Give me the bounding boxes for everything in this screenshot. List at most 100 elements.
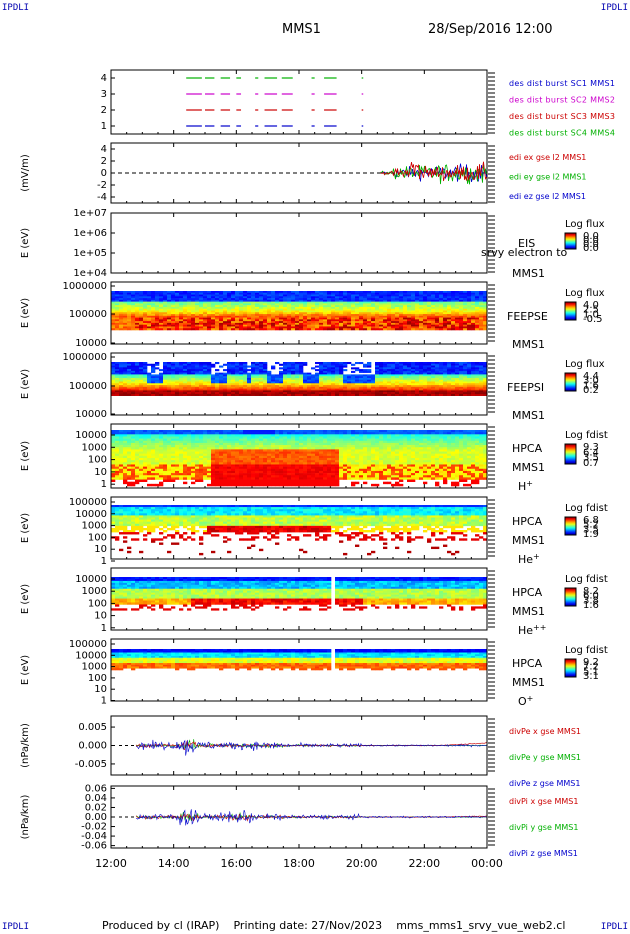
ytick-label-divpi-4: -0.02 — [81, 822, 107, 833]
ytick-label-hpca-h-2: 100 — [88, 455, 107, 466]
ylabel-feepse: E (eV) — [20, 298, 31, 328]
xtick-label-0: 12:00 — [95, 857, 127, 870]
ylabel-hpca-he: E (eV) — [20, 513, 31, 543]
ytick-label-hpca-he-5: 1 — [101, 556, 107, 567]
colorbar-hpca-h — [564, 443, 577, 465]
legend-divpe-0: divPe x gse MMS1 — [509, 727, 581, 736]
legend-divpi-0: divPi x gse MMS1 — [509, 797, 578, 806]
colorbar-tick-hpca-o-1: 7.2 — [583, 662, 599, 673]
legend-burst-1: des dist burst SC2 MMS2 — [509, 96, 615, 105]
series-line-edi-0 — [380, 161, 487, 182]
ytick-label-feepsi-0: 1000000 — [62, 352, 107, 363]
colorbar-tick-hpca-hepp-1: 6.0 — [583, 591, 599, 602]
colorbar-title-feepsi: Log flux — [565, 359, 605, 370]
ytick-label-hpca-o-5: 1 — [101, 696, 107, 707]
ytick-label-eis-2: 1e+05 — [73, 248, 107, 259]
ytick-label-hpca-hepp-2: 100 — [88, 598, 107, 609]
series-line-divpe-0 — [135, 739, 487, 751]
panel-border-hpca-o — [110, 638, 488, 702]
spectrogram-hpca-o — [111, 649, 488, 671]
species-label-hpca-hepp: He++ — [518, 623, 546, 638]
legend-edi-0: edi ex gse l2 MMS1 — [509, 153, 586, 162]
corner-mark-br: IPDLI — [600, 922, 628, 932]
species-label-hpca-h: H+ — [518, 479, 533, 494]
colorbar-tick-hpca-h-0: 9.3 — [583, 442, 599, 453]
ytick-label-hpca-o-2: 1000 — [82, 662, 107, 673]
footer-printing-date: Printing date: 27/Nov/2023 — [233, 919, 383, 932]
ytick-label-eis-1: 1e+06 — [73, 228, 107, 239]
ytick-label-feepse-0: 1000000 — [62, 281, 107, 292]
legend-divpe-2: divPe z gse MMS1 — [509, 779, 580, 788]
spacecraft-title: MMS1 — [282, 22, 321, 37]
colorbar-tick-hpca-hepp-2: 3.8 — [583, 595, 599, 606]
colorbar-title-eis: Log flux — [565, 219, 605, 230]
colorbar-title-hpca-hepp: Log fdist — [565, 574, 608, 585]
ytick-label-burst-3: 1 — [101, 121, 107, 132]
corner-mark-bl: IPDLI — [2, 922, 30, 932]
ylabel-feepsi: E (eV) — [20, 369, 31, 399]
species-label-hpca-he: He+ — [518, 552, 540, 567]
ytick-label-hpca-hepp-3: 10 — [94, 611, 107, 622]
colorbar-title-hpca-h: Log fdist — [565, 430, 608, 441]
ytick-label-divpi-3: 0.00 — [85, 812, 107, 823]
ytick-label-divpe-0: 0.005 — [78, 722, 107, 733]
corner-mark-tl: IPDLI — [2, 3, 30, 13]
xtick-label-1: 14:00 — [158, 857, 190, 870]
panel-border-hpca-he — [110, 496, 488, 560]
ytick-label-hpca-o-3: 100 — [88, 673, 107, 684]
ylabel-hpca-hepp: E (eV) — [20, 584, 31, 614]
ytick-label-divpi-2: 0.02 — [85, 802, 107, 813]
ytick-label-burst-0: 4 — [101, 73, 107, 84]
spectrogram-hpca-h — [111, 430, 488, 487]
ytick-label-hpca-he-2: 1000 — [82, 521, 107, 532]
colorbar-tick-hpca-h-3: 0.7 — [583, 458, 599, 469]
colorbar-tick-hpca-he-2: 3.5 — [583, 524, 599, 535]
corner-mark-tr: IPDLI — [600, 3, 628, 13]
xtick-label-6: 00:00 — [471, 857, 503, 870]
ytick-label-divpi-5: -0.04 — [81, 831, 107, 842]
ytick-label-eis-3: 1e+04 — [73, 268, 107, 279]
ytick-label-hpca-h-3: 10 — [94, 467, 107, 478]
legend-burst-0: des dist burst SC1 MMS1 — [509, 79, 615, 88]
ytick-label-edi-3: -2 — [97, 180, 107, 191]
ytick-label-hpca-he-3: 100 — [88, 532, 107, 543]
spacecraft-label-hpca-o: MMS1 — [512, 676, 545, 689]
panel-frame-eis — [110, 212, 488, 274]
legend-edi-1: edi ey gse l2 MMS1 — [509, 173, 587, 182]
spectrogram-hpca-hepp — [111, 577, 488, 611]
colorbar-tick-eis-0: 0.0 — [583, 231, 599, 242]
colorbar-tick-hpca-o-3: 3.1 — [583, 671, 599, 682]
xtick-label-4: 20:00 — [346, 857, 378, 870]
overlay-text-eis: srvy electron to — [481, 246, 568, 259]
xtick-label-3: 18:00 — [283, 857, 315, 870]
colorbar-feepsi — [564, 372, 577, 392]
ytick-label-feepsi-1: 100000 — [69, 381, 107, 392]
footer-filename: mms_mms1_srvy_vue_web2.cl — [396, 919, 566, 932]
species-label-hpca-o: O+ — [518, 694, 533, 709]
colorbar-tick-eis-2: 0.0 — [583, 239, 599, 250]
ytick-label-edi-0: 4 — [101, 144, 107, 155]
ylabel-hpca-o: E (eV) — [20, 655, 31, 685]
colorbar-tick-eis-3: 0.0 — [583, 243, 599, 254]
colorbar-tick-feepse-2: 1.0 — [583, 309, 599, 320]
ytick-label-edi-2: 0 — [101, 168, 107, 179]
ytick-label-hpca-he-0: 100000 — [69, 497, 107, 508]
spacecraft-label-feepsi: MMS1 — [512, 409, 545, 422]
spectrogram-feepse — [111, 291, 488, 331]
panel-border-feepsi — [110, 352, 488, 416]
ytick-label-hpca-hepp-0: 10000 — [75, 574, 107, 585]
ytick-label-hpca-hepp-1: 1000 — [82, 586, 107, 597]
instrument-label-hpca-h: HPCA — [512, 442, 543, 455]
legend-burst-3: des dist burst SC4 MMS4 — [509, 129, 615, 138]
colorbar-hpca-he — [564, 516, 577, 536]
ytick-label-feepse-1: 100000 — [69, 309, 107, 320]
colorbar-tick-feepsi-1: 3.0 — [583, 376, 599, 387]
spacecraft-label-hpca-hepp: MMS1 — [512, 605, 545, 618]
instrument-label-hpca-hepp: HPCA — [512, 586, 543, 599]
panel-frame-burst — [110, 69, 488, 135]
ytick-label-eis-0: 1e+07 — [73, 208, 107, 219]
ylabel-edi: (mV/m) — [20, 154, 31, 192]
ytick-label-feepsi-2: 10000 — [75, 409, 107, 420]
ytick-label-hpca-hepp-4: 1 — [101, 623, 107, 634]
ytick-label-hpca-o-0: 100000 — [69, 639, 107, 650]
